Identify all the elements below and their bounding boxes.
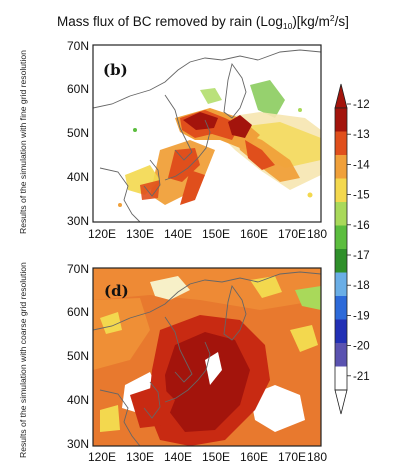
x-tick-label: 130E (126, 450, 154, 464)
y-tick-label: 60N (67, 82, 89, 96)
colorbar-swatch (335, 155, 347, 179)
flux-field-bottom (93, 268, 321, 446)
colorbar-frame (334, 107, 348, 391)
colorbar-swatch (335, 131, 347, 156)
y-tick-label: 60N (67, 305, 89, 319)
map-frame (92, 44, 322, 223)
colorbar-label: -14 (353, 159, 370, 171)
side-label-bottom: Results of the simulation with coarse gr… (18, 262, 28, 458)
colorbar-label: -16 (353, 220, 370, 232)
y-tick-label: 70N (67, 39, 89, 53)
x-tick-label: 180 (307, 227, 327, 241)
x-axis-ticks: 120E 130E 140E 150E 160E 170E 180 (88, 227, 327, 241)
panel-label: (b) (103, 61, 128, 79)
colorbar-label: -18 (353, 280, 370, 292)
y-tick-label: 30N (67, 214, 89, 228)
x-tick-label: 140E (164, 450, 192, 464)
x-tick-label: 160E (240, 227, 268, 241)
x-tick-label: 120E (88, 450, 116, 464)
colorbar-swatch (335, 202, 347, 226)
x-tick-label: 160E (240, 450, 268, 464)
x-tick-label: 170E (278, 450, 306, 464)
colorbar-swatch (335, 343, 347, 367)
flux-field-top (118, 80, 321, 207)
colorbar-swatch (335, 225, 347, 250)
y-tick-label: 50N (67, 349, 89, 363)
colorbar-label: -20 (353, 341, 370, 353)
y-tick-label: 50N (67, 126, 89, 140)
colorbar-label: -17 (353, 250, 370, 262)
x-tick-label: 180 (307, 450, 327, 464)
colorbar-swatch (335, 272, 347, 297)
coastlines-bottom (93, 271, 321, 446)
colorbar-swatch (335, 366, 347, 391)
x-axis-ticks: 120E 130E 140E 150E 160E 170E 180 (88, 450, 327, 464)
colorbar-label: -12 (353, 99, 370, 111)
colorbar: -12 -13 -14 -15 -16 -17 -18 -19 -20 -21 (334, 83, 370, 415)
colorbar-label: -21 (353, 371, 370, 383)
colorbar-labels: -12 -13 -14 -15 -16 -17 -18 -19 -20 -21 (347, 99, 370, 383)
map-panel-bottom: (d) 70N 60N 50N 40N 30N 120E 130E 140E 1… (18, 262, 327, 464)
y-tick-label: 70N (67, 262, 89, 276)
colorbar-swatch (335, 108, 347, 132)
colorbar-min-arrow (334, 389, 348, 415)
y-tick-label: 30N (67, 437, 89, 451)
colorbar-label: -13 (353, 129, 370, 141)
coastlines-top (93, 49, 321, 222)
colorbar-swatch (335, 249, 347, 273)
colorbar-swatch (335, 296, 347, 320)
x-tick-label: 170E (278, 227, 306, 241)
y-tick-label: 40N (67, 393, 89, 407)
colorbar-label: -19 (353, 310, 370, 322)
map-frame (92, 267, 322, 447)
colorbar-max-arrow (334, 83, 348, 109)
x-tick-label: 120E (88, 227, 116, 241)
y-axis-ticks: 70N 60N 50N 40N 30N (67, 262, 89, 451)
x-tick-label: 140E (164, 227, 192, 241)
map-panel-top: (b) 70N 60N 50N 40N 30N 120E 130E 140E 1… (18, 39, 327, 241)
colorbar-swatches (334, 83, 348, 415)
x-tick-label: 150E (202, 450, 230, 464)
x-tick-label: 150E (202, 227, 230, 241)
colorbar-label: -15 (353, 190, 370, 202)
panel-label: (d) (104, 282, 129, 300)
side-label-top: Results of the simulation with fine grid… (18, 50, 28, 234)
y-tick-label: 40N (67, 170, 89, 184)
colorbar-swatch (335, 319, 347, 344)
colorbar-swatch (335, 178, 347, 203)
figure-title: Mass flux of BC removed by rain (Log10)[… (57, 13, 349, 31)
x-tick-label: 130E (126, 227, 154, 241)
y-axis-ticks: 70N 60N 50N 40N 30N (67, 39, 89, 228)
